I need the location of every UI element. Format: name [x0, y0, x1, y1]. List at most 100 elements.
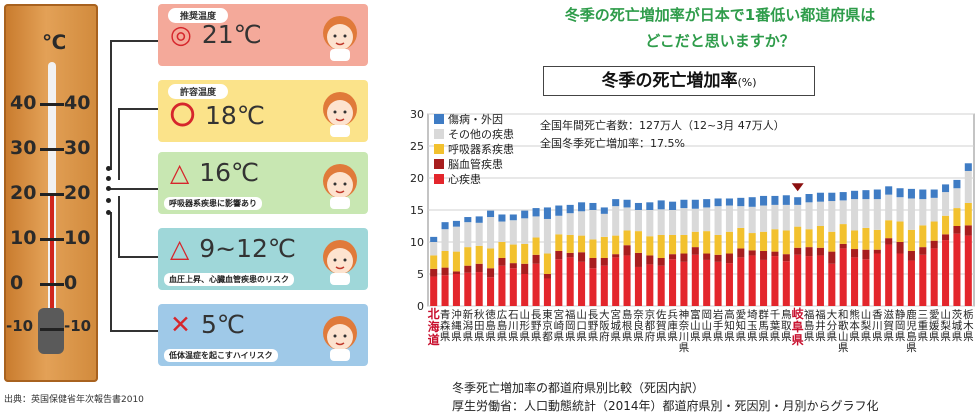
bar-segment — [589, 258, 597, 269]
stacked-bar-chart: 051015202530北海道青森県沖縄県新潟県秋田県徳島県広島県石川県山形県長… — [410, 108, 975, 354]
bar-segment — [464, 222, 472, 248]
bar-segment — [452, 274, 460, 306]
x-tick-label: 山形県 — [519, 309, 530, 343]
bar-segment — [498, 242, 506, 258]
x-tick-label: 滋賀県 — [883, 308, 894, 343]
bar-segment — [566, 213, 574, 235]
bar-segment — [612, 199, 620, 207]
x-tick-label: 山梨県 — [940, 309, 951, 343]
temperature-panel: △ 9~12℃ 血圧上昇、心臓血管疾患のリスク — [158, 228, 368, 290]
x-tick-label: 岐阜県 — [792, 306, 805, 347]
legend-swatch — [434, 174, 444, 184]
bar-segment — [816, 192, 824, 202]
y-tick-label: 10 — [410, 236, 424, 249]
bar-segment — [760, 250, 768, 260]
x-tick-label: 島根県 — [622, 308, 633, 343]
bar-segment — [669, 210, 677, 235]
x-tick-label: 兵庫県 — [667, 308, 678, 343]
x-tick-label: 栃木県 — [963, 308, 974, 343]
x-tick-label: 鳥取県 — [781, 308, 792, 343]
bar-segment — [623, 245, 631, 256]
chart-title-box: 冬季の死亡増加率(%) — [543, 66, 815, 96]
bar-segment — [521, 274, 529, 306]
thermometer-scale-label: 20 — [10, 182, 37, 204]
temperature-panel: ✕ 5℃ 低体温症を起こすハイリスク — [158, 304, 368, 366]
bar-segment — [691, 208, 699, 232]
person-face-icon — [323, 164, 357, 209]
bar-segment — [623, 207, 631, 231]
bar-segment — [862, 259, 870, 306]
bar-segment — [885, 186, 893, 195]
bar-segment — [771, 229, 779, 252]
bar-segment — [532, 254, 540, 264]
bar-segment — [691, 199, 699, 209]
bar-segment — [782, 230, 790, 255]
bar-segment — [430, 255, 438, 269]
bar-segment — [646, 255, 654, 265]
bar-segment — [794, 226, 802, 248]
bar-segment — [885, 244, 893, 306]
bar-segment — [760, 205, 768, 232]
bar-segment — [589, 239, 597, 258]
bar-segment — [942, 240, 950, 306]
bar-segment — [600, 236, 608, 258]
bar-segment — [896, 197, 904, 222]
bar-segment — [885, 238, 893, 245]
bar-segment — [714, 198, 722, 207]
bar-segment — [532, 237, 540, 255]
bar-segment — [657, 200, 665, 210]
bar-segment — [543, 274, 551, 279]
x-tick-label: 岩手県 — [713, 308, 724, 343]
panel-temperature: ◎ 21℃ — [170, 20, 262, 49]
connector-dot — [106, 210, 111, 215]
thermometer: ℃ 40 40 30 30 20 20 10 10 0 0 -10 -10 — [4, 4, 98, 382]
x-tick-label: 鹿児島県 — [906, 308, 917, 354]
bar-segment — [498, 221, 506, 242]
bar-segment — [873, 253, 881, 306]
bar-segment — [612, 254, 620, 258]
bar-segment — [441, 250, 449, 268]
bar-segment — [828, 192, 836, 202]
bar-segment — [441, 229, 449, 251]
bar-segment — [441, 275, 449, 306]
bar-segment — [907, 198, 915, 230]
bar-segment — [907, 250, 915, 261]
person-face-icon — [323, 316, 357, 361]
bar-segment — [851, 199, 859, 231]
bar-segment — [680, 199, 688, 209]
connector-dot — [106, 198, 111, 203]
bar-segment — [782, 254, 790, 262]
panel-temp-value: 21℃ — [201, 20, 262, 49]
bar-segment — [600, 258, 608, 266]
y-tick-label: 25 — [410, 140, 424, 153]
temperature-panel: △ 16℃ 呼吸器系疾患に影響あり — [158, 152, 368, 214]
bar-segment — [885, 194, 893, 221]
bar-segment — [760, 231, 768, 251]
bar-segment — [942, 215, 950, 235]
bar-segment — [430, 236, 438, 242]
panel-tag: 推奨温度 — [168, 8, 229, 23]
bar-segment — [566, 257, 574, 306]
bar-segment — [805, 202, 813, 230]
x-tick-label: 熊本県 — [849, 308, 860, 343]
source-note: 出典：英国保健省年次報告書2010 — [4, 395, 144, 405]
bar-segment — [634, 266, 642, 306]
bar-segment — [623, 230, 631, 246]
bar-segment — [851, 249, 859, 258]
bar-segment — [907, 188, 915, 199]
bar-segment — [851, 257, 859, 306]
bar-segment — [828, 251, 836, 264]
thermometer-scale-label: 30 — [10, 137, 37, 159]
bar-segment — [851, 190, 859, 200]
bar-segment — [691, 254, 699, 306]
panel-temp-value: 18℃ — [205, 101, 265, 130]
bar-segment — [669, 234, 677, 255]
bar-segment — [578, 261, 586, 306]
bar-segment — [464, 217, 472, 223]
thermometer-scale-label: 30 — [64, 137, 91, 159]
bar-segment — [816, 247, 824, 256]
thermometer-scale-label: 40 — [10, 92, 37, 114]
bar-segment — [907, 260, 915, 306]
bar-segment — [714, 234, 722, 255]
bar-segment — [441, 222, 449, 230]
